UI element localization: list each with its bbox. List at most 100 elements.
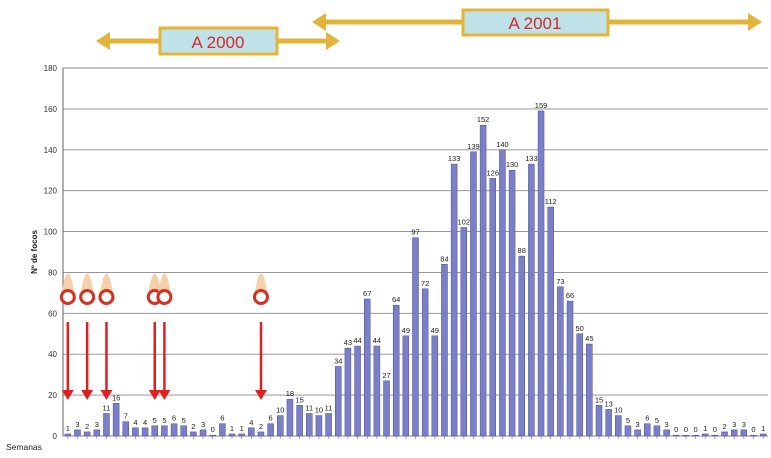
data-label: 66: [566, 291, 574, 300]
range-a2000-arrowhead-right: [326, 32, 340, 50]
bar: [701, 433, 709, 437]
bar: [238, 433, 245, 437]
data-label: 15: [595, 395, 603, 404]
bar: [673, 434, 680, 437]
data-label: 126: [487, 168, 500, 177]
bar: [334, 366, 342, 437]
bar: [325, 413, 332, 437]
data-label: 18: [286, 389, 294, 398]
bar: [421, 288, 429, 437]
data-label: 15: [295, 395, 303, 404]
data-label: 3: [95, 420, 99, 429]
x-axis-title: Semanas: [6, 442, 42, 452]
y-tick-label: 0: [53, 432, 58, 441]
data-label: 4: [143, 418, 147, 427]
data-label: 34: [334, 356, 342, 365]
data-label: 1: [761, 424, 765, 433]
y-tick-label: 40: [48, 350, 57, 359]
bar: [499, 149, 506, 437]
data-label: 0: [684, 425, 688, 434]
data-label: 0: [693, 425, 697, 434]
bar: [450, 163, 458, 437]
data-label: 152: [477, 115, 490, 124]
bar: [64, 433, 72, 437]
bar: [460, 227, 468, 437]
bar: [161, 425, 168, 437]
data-label: 2: [85, 422, 89, 431]
bar: [74, 429, 81, 437]
bar: [344, 347, 352, 437]
data-label: 50: [576, 324, 584, 333]
bar: [634, 429, 641, 437]
bar: [470, 151, 477, 437]
data-label: 49: [402, 326, 410, 335]
bar: [441, 264, 448, 437]
data-label: 3: [75, 420, 79, 429]
range-a2001-box: [461, 8, 610, 37]
outbreak-marker: [252, 273, 269, 400]
data-label: 159: [535, 101, 548, 110]
data-label: 2: [191, 422, 195, 431]
data-label: 7: [124, 412, 128, 421]
data-label: 6: [645, 414, 649, 423]
bar: [663, 429, 670, 437]
bar: [112, 403, 120, 437]
data-label: 72: [421, 279, 429, 288]
range-a2000: A 2000: [96, 26, 340, 56]
data-label: 97: [411, 228, 419, 237]
arrowhead-icon: [148, 390, 161, 400]
data-label: 0: [674, 425, 678, 434]
data-label: 133: [448, 154, 461, 163]
data-label: 10: [276, 406, 284, 415]
bar: [653, 425, 661, 437]
bar: [412, 237, 419, 437]
bar: [306, 413, 313, 437]
arrowhead-icon: [81, 390, 94, 400]
data-label: 0: [211, 425, 215, 434]
data-label: 3: [732, 420, 736, 429]
data-label: 13: [604, 399, 612, 408]
arrowhead-icon: [100, 390, 113, 400]
bar: [508, 169, 516, 437]
data-label: 0: [751, 425, 755, 434]
bars: [64, 110, 767, 437]
bar: [682, 434, 690, 437]
data-label: 130: [506, 160, 519, 169]
range-a2001-arrowhead-left: [312, 13, 326, 31]
data-label: 5: [153, 416, 157, 425]
bar: [277, 415, 284, 437]
data-label: 4: [249, 418, 253, 427]
data-label: 1: [703, 424, 707, 433]
y-axis-title: Nº de focos: [30, 230, 39, 274]
data-label: 5: [162, 416, 166, 425]
y-tick-label: 140: [44, 146, 58, 155]
circle-marker-icon: [252, 289, 269, 305]
data-label: 3: [201, 420, 205, 429]
circle-marker-icon: [156, 289, 173, 305]
data-label: 10: [614, 406, 622, 415]
bar: [566, 300, 574, 437]
circle-marker-icon: [59, 289, 76, 305]
y-tick-label: 160: [44, 105, 58, 114]
bar: [151, 425, 158, 437]
data-label: 27: [382, 371, 390, 380]
outbreak-marker: [59, 273, 76, 400]
y-tick-label: 100: [44, 228, 58, 237]
range-a2000-label: A 2000: [192, 33, 245, 52]
bar: [547, 206, 554, 437]
data-label: 49: [431, 326, 439, 335]
bar: [624, 425, 632, 437]
bar: [170, 423, 178, 437]
bar: [750, 434, 757, 437]
range-a2001-arrowhead-right: [748, 13, 762, 31]
bar: [759, 433, 767, 437]
data-label: 112: [545, 197, 557, 206]
data-label: 133: [525, 154, 538, 163]
bar: [286, 398, 294, 437]
bar: [431, 335, 439, 437]
arrowhead-icon: [61, 390, 74, 400]
circle-marker-icon: [98, 289, 115, 305]
bar: [141, 427, 149, 437]
